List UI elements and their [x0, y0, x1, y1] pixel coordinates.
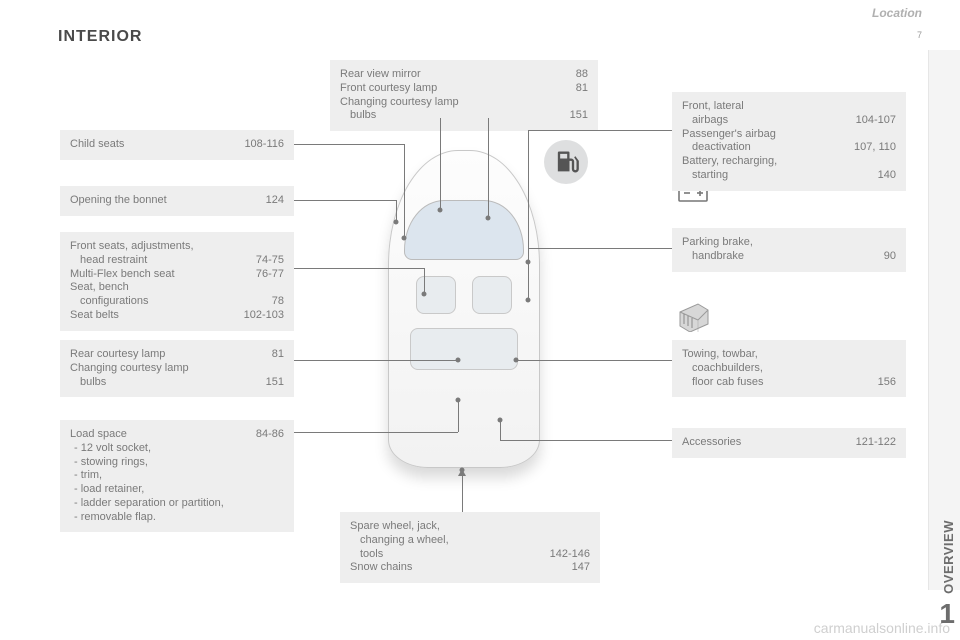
watermark: carmanualsonline.info — [814, 620, 950, 636]
fuel-icon — [544, 140, 588, 184]
car-windshield — [404, 200, 524, 260]
left-box-0: Child seats108-116 — [60, 130, 294, 160]
fuse-icon — [676, 300, 712, 332]
right-box-3: Accessories121-122 — [672, 428, 906, 458]
top-center-box: Rear view mirror88Front courtesy lamp81C… — [330, 60, 598, 131]
right-box-2: Towing, towbar,coachbuilders,floor cab f… — [672, 340, 906, 397]
bottom-center-box: Spare wheel, jack,changing a wheel,tools… — [340, 512, 600, 583]
car-rear-bench — [410, 328, 518, 370]
side-tab-shade — [928, 50, 960, 590]
side-tab: OVERVIEW 1 — [928, 0, 960, 640]
right-box-0: Front, lateralairbags104-107Passenger's … — [672, 92, 906, 191]
left-box-3: Rear courtesy lamp81Changing courtesy la… — [60, 340, 294, 397]
car-body — [388, 150, 540, 468]
section-header: Location — [872, 6, 922, 20]
page-title: INTERIOR — [58, 28, 142, 46]
left-box-1: Opening the bonnet124 — [60, 186, 294, 216]
page-number: 7 — [917, 30, 922, 40]
left-box-4: Load space84-8612 volt socket,stowing ri… — [60, 420, 294, 532]
car-diagram — [368, 140, 560, 478]
left-box-2: Front seats, adjustments,head restraint7… — [60, 232, 294, 331]
right-box-1: Parking brake,handbrake90 — [672, 228, 906, 272]
car-seat-right — [472, 276, 512, 314]
side-tab-label: OVERVIEW — [941, 520, 956, 594]
